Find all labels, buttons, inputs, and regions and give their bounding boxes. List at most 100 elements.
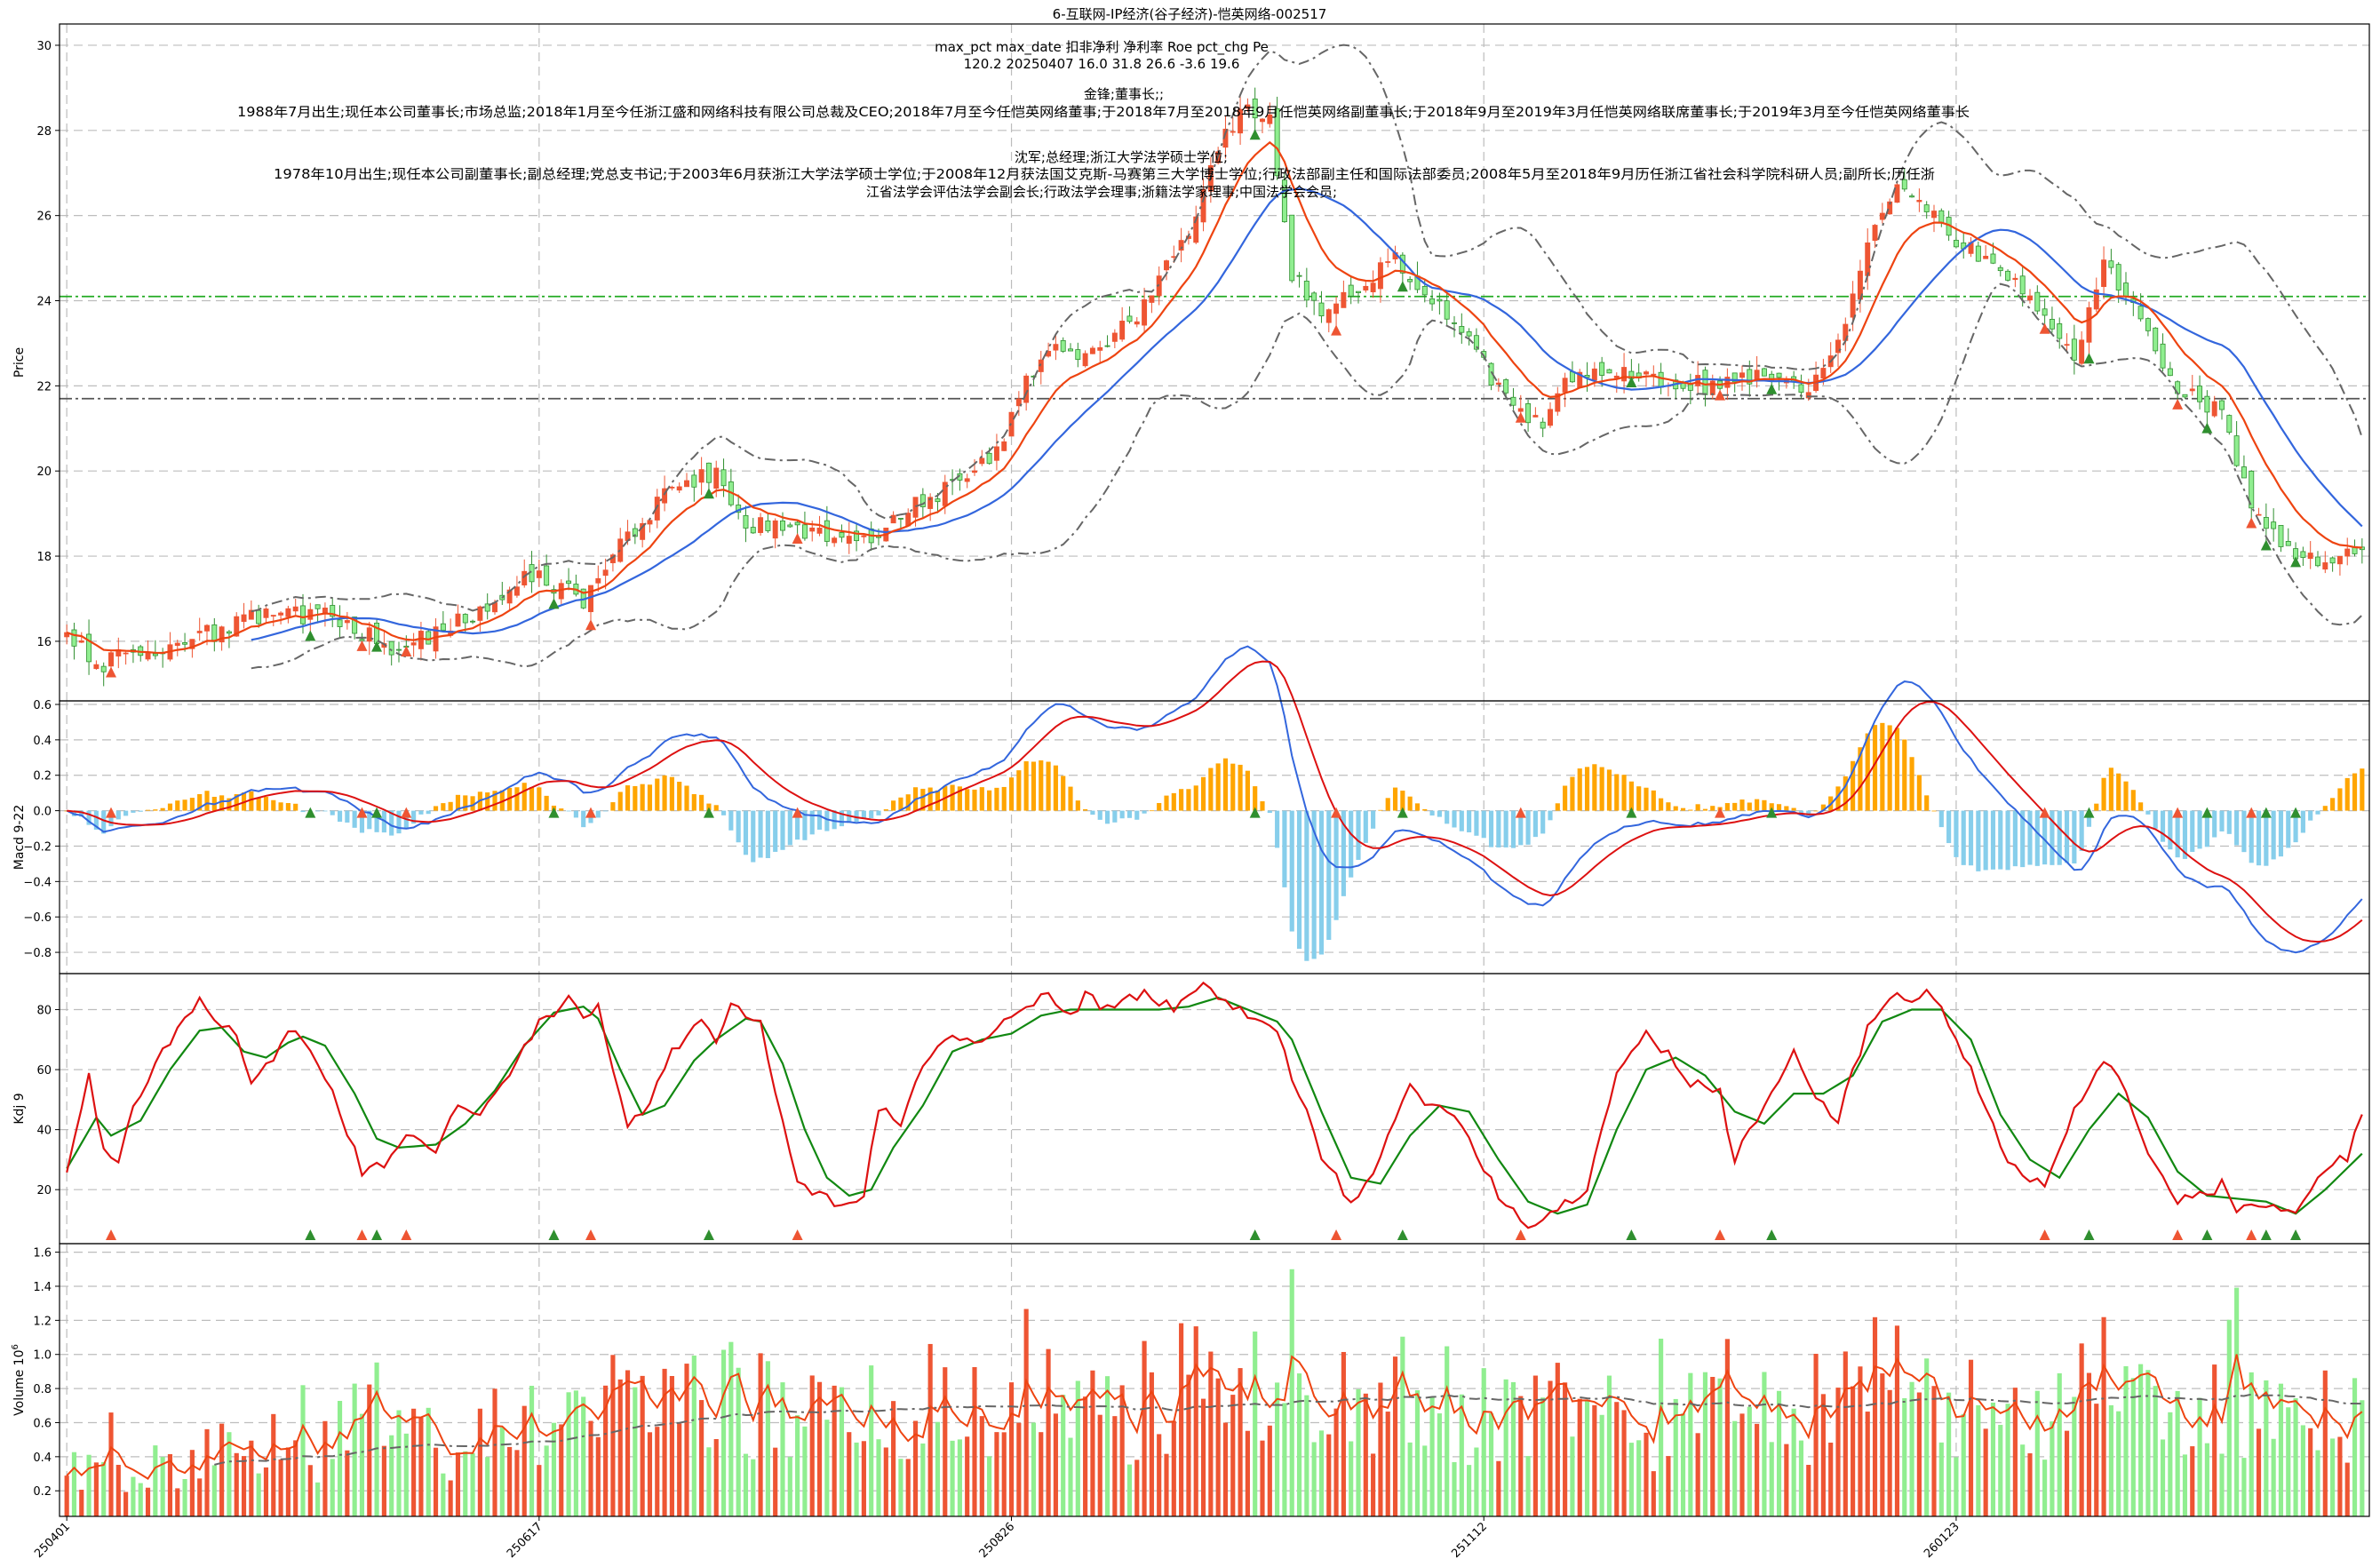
volume-bar <box>1990 1402 1996 1516</box>
volume-bar <box>943 1367 948 1516</box>
volume-bar <box>1452 1461 1457 1516</box>
kdj-signal-marker <box>305 1229 316 1240</box>
y-tick-label: 1.4 <box>33 1281 52 1294</box>
volume-bar <box>1983 1428 1988 1516</box>
macd-histogram-bar <box>227 798 232 811</box>
macd-histogram-bar <box>1467 810 1472 832</box>
volume-bar <box>2057 1372 2062 1516</box>
macd-histogram-bar <box>633 785 638 811</box>
price-signal-marker <box>2172 398 2184 410</box>
volume-bar <box>145 1487 151 1516</box>
volume-bar <box>1488 1412 1494 1516</box>
volume-bar <box>167 1453 173 1516</box>
candle-body <box>1997 266 2003 272</box>
macd-histogram-bar <box>1119 810 1125 819</box>
candle-body <box>647 520 653 525</box>
macd-histogram-bar <box>492 791 497 811</box>
macd-histogram-bar <box>935 790 941 811</box>
macd-histogram-bar <box>1090 810 1095 815</box>
volume-bar <box>1245 1430 1250 1516</box>
macd-histogram-bar <box>920 788 926 811</box>
volume-bar <box>2234 1287 2240 1516</box>
macd-histogram-bar <box>987 790 992 811</box>
macd-histogram-bar <box>1577 768 1582 811</box>
kdj-panel: 20 40 60 80 Kdj 9 <box>12 973 2370 1245</box>
candle-body <box>1879 212 1885 220</box>
candle-body <box>300 605 306 624</box>
volume-bar <box>1179 1323 1184 1516</box>
volume-bar <box>64 1476 69 1516</box>
volume-bar <box>227 1432 232 1516</box>
candle-body <box>86 633 92 663</box>
kdj-signal-marker <box>2246 1229 2257 1240</box>
volume-bar <box>2012 1388 2018 1516</box>
candle-body <box>1569 371 1575 383</box>
volume-bar <box>1289 1269 1294 1516</box>
candle-body <box>174 642 180 646</box>
y-tick-label: 0.0 <box>33 806 52 819</box>
candle-body <box>676 486 682 491</box>
volume-bar <box>2145 1370 2151 1516</box>
person1-title: 金锋;董事长;; <box>1084 86 1164 102</box>
volume-bar <box>345 1450 350 1516</box>
volume-bar <box>2094 1404 2099 1516</box>
macd-histogram-bar <box>1621 775 1627 811</box>
volume-bar <box>521 1405 527 1516</box>
candle-body <box>1702 370 1708 395</box>
macd-histogram-bar <box>1931 810 1937 812</box>
volume-bar <box>920 1443 926 1516</box>
volume-bar <box>189 1450 195 1516</box>
volume-bar <box>751 1459 756 1516</box>
candle-body <box>809 527 816 532</box>
kdj-signal-marker <box>1515 1229 1526 1240</box>
macd-histogram-bar <box>1628 781 1634 811</box>
macd-histogram-bar <box>1016 770 1022 811</box>
volume-bar <box>2138 1364 2144 1516</box>
y-tick-label: −0.2 <box>23 840 52 854</box>
candle-body <box>2123 282 2129 298</box>
macd-histogram-bar <box>1186 789 1191 811</box>
candle-body <box>1303 281 1309 301</box>
volume-bar <box>581 1396 586 1516</box>
macd-histogram-bar <box>455 794 461 811</box>
volume-bar <box>802 1426 808 1516</box>
macd-histogram-bar <box>2234 810 2240 846</box>
candle-body <box>189 639 195 649</box>
volume-bar <box>795 1415 800 1516</box>
candle-body <box>484 603 490 612</box>
volume-bar <box>758 1353 763 1516</box>
macd-histogram-bar <box>145 809 151 811</box>
candle-body <box>513 586 520 596</box>
volume-bar <box>1717 1378 1723 1516</box>
macd-histogram-bar <box>905 794 911 811</box>
volume-bar <box>669 1376 674 1516</box>
candle-body <box>337 619 343 627</box>
candle-body <box>1252 98 1258 119</box>
macd-histogram-bar <box>1563 785 1568 811</box>
volume-bar <box>1061 1395 1066 1516</box>
macd-histogram-bar <box>1739 799 1745 811</box>
macd-histogram-bar <box>1275 810 1280 848</box>
macd-histogram-bar <box>1104 810 1110 824</box>
macd-histogram-bar <box>1053 765 1058 811</box>
volume-bar <box>1385 1412 1390 1516</box>
volume-bar <box>1186 1374 1191 1516</box>
volume-bar <box>86 1454 92 1516</box>
candle-body <box>1466 331 1472 337</box>
volume-bar <box>2308 1428 2313 1516</box>
macd-histogram-bar <box>1584 767 1590 811</box>
macd-histogram-bar <box>2212 810 2217 838</box>
candle-body <box>2204 395 2210 413</box>
macd-histogram-bar <box>189 798 195 811</box>
macd-histogram-bar <box>669 776 674 811</box>
volume-bar <box>514 1450 520 1516</box>
macd-histogram-bar <box>1887 725 1892 811</box>
macd-histogram-bar <box>1238 764 1243 811</box>
candle-body <box>1761 368 1767 377</box>
macd-histogram-bar <box>1636 786 1642 811</box>
macd-histogram-bar <box>1644 787 1649 811</box>
volume-bar <box>115 1464 121 1516</box>
volume-bar <box>1400 1336 1405 1516</box>
volume-bar <box>876 1439 881 1516</box>
candle-body <box>71 629 77 647</box>
